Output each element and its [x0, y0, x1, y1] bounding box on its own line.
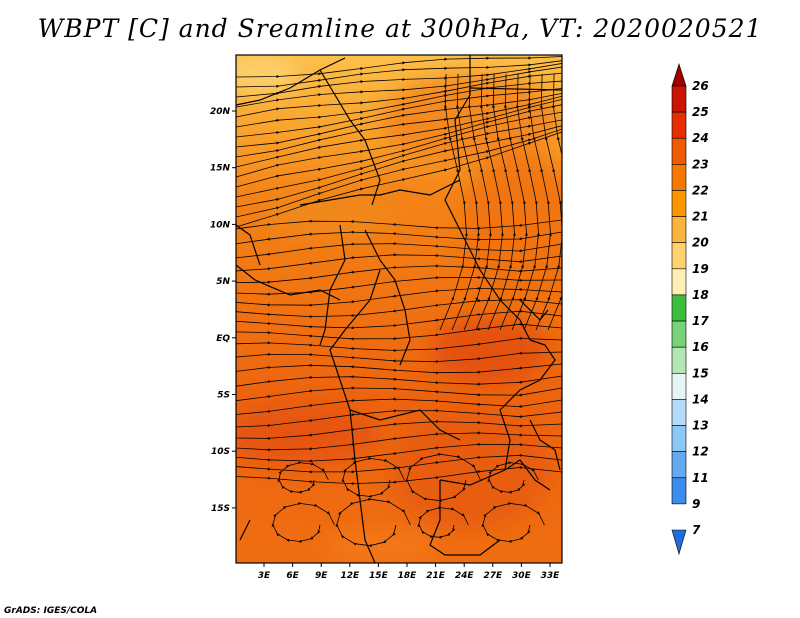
colorbar-label: 15 — [692, 366, 709, 380]
colorbar-label: 20 — [692, 236, 709, 250]
lon-tick-label: 12E — [340, 571, 360, 581]
streamline — [417, 506, 469, 539]
colorbar-swatch — [671, 477, 687, 505]
colorbar-label: 26 — [692, 79, 709, 93]
colorbar-swatch — [671, 346, 687, 374]
colorbar-label: 24 — [692, 131, 709, 145]
footer-credit: GrADS: IGES/COLA — [4, 606, 97, 616]
colorbar-swatch — [671, 85, 687, 113]
colorbar-label: 11 — [692, 471, 709, 485]
colorbar-swatch — [671, 164, 687, 191]
streamlines — [236, 56, 562, 548]
colorbar-swatch — [671, 425, 687, 452]
colorbar-label: 18 — [692, 288, 709, 302]
lat-tick-label: 15N — [210, 164, 231, 174]
colorbar-label: 23 — [692, 157, 709, 171]
lon-tick-label: 24E — [455, 571, 475, 581]
colorbar-swatch — [671, 111, 687, 139]
streamline — [236, 386, 562, 402]
colorbar-swatch — [671, 451, 687, 479]
longitude-axis: 3E 6E 9E 12E 15E 18E 21E 24E 27E 30E 33E — [258, 563, 560, 581]
streamline — [277, 461, 329, 494]
wbpt-field — [236, 55, 562, 563]
streamline — [236, 375, 562, 387]
latitude-axis: 20N 15N 10N 5N EQ 5S 10S 15S — [210, 107, 236, 514]
colorbar-swatch — [671, 372, 687, 400]
colorbar-label: 12 — [692, 445, 709, 459]
lon-tick-label: 15E — [369, 571, 389, 581]
colorbar-label: 19 — [692, 262, 709, 276]
colorbar-label: 16 — [692, 340, 709, 354]
chart-title: WBPT [C] and Sreamline at 300hPa, VT: 20… — [37, 14, 763, 43]
lon-tick-label: 18E — [398, 571, 418, 581]
streamline — [236, 363, 562, 375]
colorbar-swatch — [671, 294, 687, 322]
colorbar-label: 17 — [692, 314, 709, 328]
lon-tick-label: 21E — [426, 571, 446, 581]
lat-tick-label: 10S — [211, 447, 230, 457]
streamline — [481, 501, 545, 543]
colorbar-label: 7 — [692, 523, 701, 537]
streamline — [335, 497, 411, 548]
colorbar-label: 13 — [692, 419, 709, 433]
colorbar-label: 21 — [692, 210, 709, 224]
lat-tick-label: 20N — [210, 107, 231, 117]
colorbar-swatch — [671, 63, 687, 87]
colorbar-swatch — [671, 216, 687, 244]
streamline — [236, 336, 562, 353]
lat-tick-label: 5N — [216, 277, 230, 287]
country-borders — [236, 55, 562, 563]
colorbar-swatch — [671, 268, 687, 296]
colorbar-swatch — [671, 529, 687, 556]
lon-tick-label: 30E — [512, 571, 532, 581]
colorbar-swatch — [671, 242, 687, 270]
lat-tick-label: 15S — [211, 504, 230, 514]
lat-tick-label: 10N — [210, 220, 231, 230]
streamline — [341, 456, 405, 498]
lon-tick-label: 9E — [315, 571, 328, 581]
lon-tick-label: 33E — [541, 571, 561, 581]
streamline — [547, 73, 562, 331]
map-frame — [235, 54, 563, 564]
lon-tick-label: 3E — [258, 571, 271, 581]
colorbar-swatch — [671, 320, 687, 348]
streamline — [271, 501, 335, 543]
lat-tick-label: 5S — [217, 391, 230, 401]
colorbar-label: 22 — [692, 183, 709, 197]
colorbar: 26 25 24 23 22 21 20 19 18 17 16 15 14 13 12 11 9 7 — [671, 63, 709, 556]
lon-tick-label: 27E — [483, 571, 503, 581]
lon-tick-label: 6E — [286, 571, 299, 581]
colorbar-label: 9 — [692, 497, 700, 511]
streamline — [405, 452, 481, 503]
colorbar-swatch — [671, 399, 687, 426]
streamline — [236, 351, 562, 364]
lat-tick-label: EQ — [216, 334, 230, 344]
colorbar-swatch — [671, 137, 687, 165]
colorbar-label: 25 — [692, 105, 709, 119]
colorbar-swatch — [671, 190, 687, 217]
colorbar-label: 14 — [692, 392, 709, 406]
